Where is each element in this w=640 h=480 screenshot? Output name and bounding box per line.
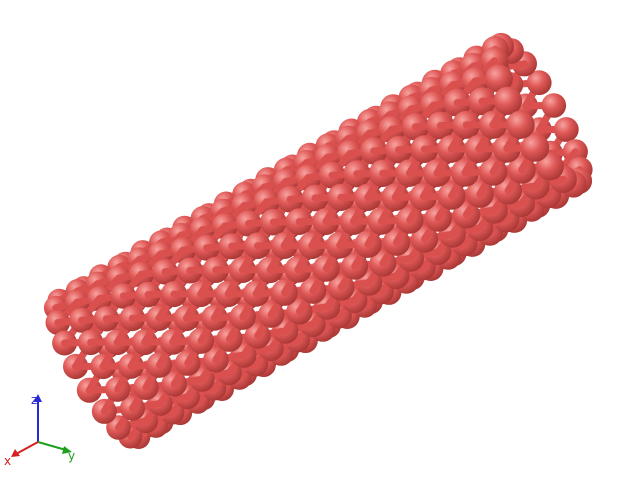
carbon-atom — [526, 70, 552, 96]
y-axis-label: y — [68, 449, 75, 463]
carbon-atom — [493, 86, 523, 116]
y-axis-arrowhead — [62, 446, 72, 454]
y-axis-arrow — [37, 441, 67, 451]
z-axis-arrowhead — [34, 394, 42, 402]
carbon-atom — [520, 133, 550, 162]
x-axis-arrowhead — [11, 449, 20, 457]
carbon-atom — [484, 64, 513, 93]
carbon-atom — [506, 110, 535, 139]
x-axis-label: x — [4, 454, 11, 468]
carbon-atom — [541, 93, 567, 118]
x-axis-arrow — [15, 441, 39, 455]
carbon-atom — [553, 117, 579, 142]
carbon-atom — [535, 152, 564, 181]
atom-layer — [43, 32, 593, 449]
axis-triad: z y x — [0, 388, 90, 476]
z-axis-label: z — [31, 393, 37, 407]
